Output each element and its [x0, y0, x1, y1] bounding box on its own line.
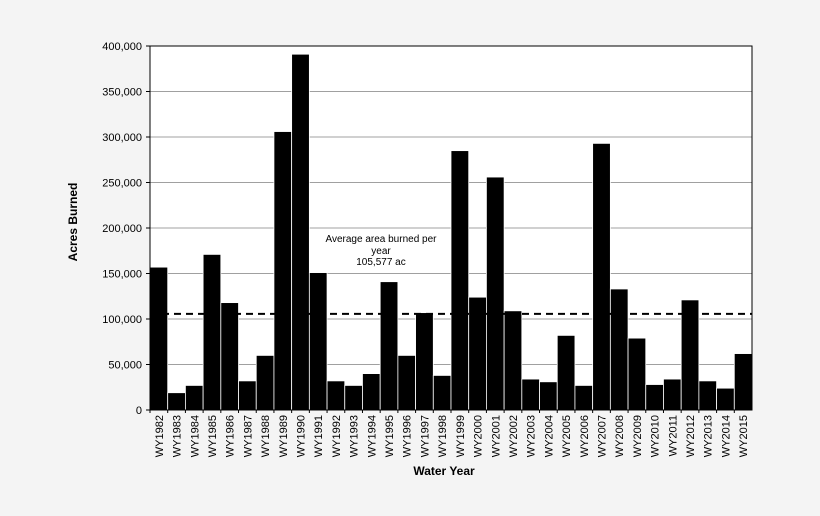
x-tick-label: WY1983 [172, 415, 184, 457]
y-tick-label: 250,000 [102, 178, 142, 190]
x-tick-label: WY2011 [667, 415, 679, 456]
y-tick-label: 400,000 [102, 41, 142, 53]
x-tick-label: WY1991 [313, 415, 325, 457]
bar [238, 380, 257, 411]
x-axis-ticks: WY1982 WY1983 WY1984 WY1985 WY1986 WY1987 WY19… [149, 410, 750, 457]
bar [556, 334, 576, 411]
y-tick-label: 100,000 [102, 314, 142, 326]
x-tick-label: WY1994 [366, 415, 378, 457]
average-annotation: Average area burned per year 105,577 ac [325, 234, 437, 268]
bar [185, 385, 204, 411]
bar [733, 353, 753, 411]
bar [273, 131, 293, 411]
bar [486, 176, 505, 411]
x-tick-label: WY2008 [614, 415, 626, 457]
bar [450, 150, 470, 411]
bar [609, 288, 629, 411]
x-tick-label: WY2009 [632, 415, 644, 457]
bar [149, 266, 169, 411]
y-axis-title: Acres Burned [66, 183, 80, 262]
y-tick-label: 150,000 [102, 269, 142, 281]
x-axis-title: Water Year [413, 464, 475, 478]
x-tick-label: WY2006 [579, 415, 591, 457]
x-tick-label: WY2002 [508, 415, 520, 457]
x-tick-label: WY1996 [402, 415, 414, 457]
bar [627, 337, 647, 411]
x-tick-label: WY1995 [384, 415, 396, 457]
bar [432, 375, 452, 411]
x-tick-label: WY2007 [597, 415, 609, 457]
bar [503, 310, 523, 411]
x-tick-label: WY2001 [490, 415, 502, 457]
bar [592, 142, 611, 411]
x-tick-label: WY1990 [296, 415, 308, 457]
bar [326, 380, 346, 411]
y-tick-label: 350,000 [102, 87, 142, 99]
x-tick-label: WY2013 [703, 415, 715, 457]
y-tick-label: 300,000 [102, 132, 142, 144]
x-tick-label: WY2012 [685, 415, 697, 457]
x-tick-label: WY2000 [473, 415, 485, 457]
bar [539, 381, 558, 411]
x-tick-label: WY1992 [331, 415, 343, 457]
bar [663, 378, 682, 411]
x-tick-label: WY1982 [154, 415, 166, 457]
x-tick-label: WY1989 [278, 415, 290, 457]
x-tick-label: WY2003 [526, 415, 538, 457]
y-axis-ticks: 0 50,000 100,000 150,000 200,000 250,000 300,0… [102, 41, 150, 417]
bar [415, 312, 434, 411]
x-tick-label: WY2005 [561, 415, 573, 457]
y-tick-label: 200,000 [102, 223, 142, 235]
bar [716, 387, 735, 411]
y-tick-label: 50,000 [108, 360, 142, 372]
bars [149, 53, 753, 411]
bar [680, 299, 700, 411]
x-tick-label: WY2010 [650, 415, 662, 457]
bar [645, 384, 664, 411]
x-tick-label: WY2015 [738, 415, 750, 457]
average-annotation-line-3: 105,577 ac [356, 257, 406, 268]
x-tick-label: WY1997 [419, 415, 431, 457]
average-annotation-line-1: Average area burned per [325, 234, 437, 245]
bar [379, 281, 399, 411]
bar [698, 380, 717, 411]
bar [291, 53, 310, 411]
bar [202, 253, 222, 411]
x-tick-label: WY1999 [455, 415, 467, 457]
x-tick-label: WY1985 [207, 415, 219, 457]
x-tick-label: WY1993 [349, 415, 361, 457]
x-tick-label: WY1998 [437, 415, 449, 457]
x-tick-label: WY1986 [225, 415, 237, 457]
x-tick-label: WY1984 [189, 415, 201, 457]
bar [362, 373, 381, 411]
x-tick-label: WY1987 [242, 415, 254, 457]
bar [167, 392, 186, 411]
bar [344, 385, 363, 411]
x-tick-label: WY2014 [720, 415, 732, 457]
average-annotation-line-2: year [371, 246, 391, 257]
bar [308, 272, 328, 411]
x-tick-label: WY2004 [543, 415, 555, 457]
bar [220, 302, 239, 411]
bar [255, 354, 275, 411]
x-tick-label: WY1988 [260, 415, 272, 457]
y-tick-label: 0 [136, 405, 142, 417]
bar [574, 385, 594, 411]
bar [521, 378, 540, 411]
bar [397, 354, 416, 411]
